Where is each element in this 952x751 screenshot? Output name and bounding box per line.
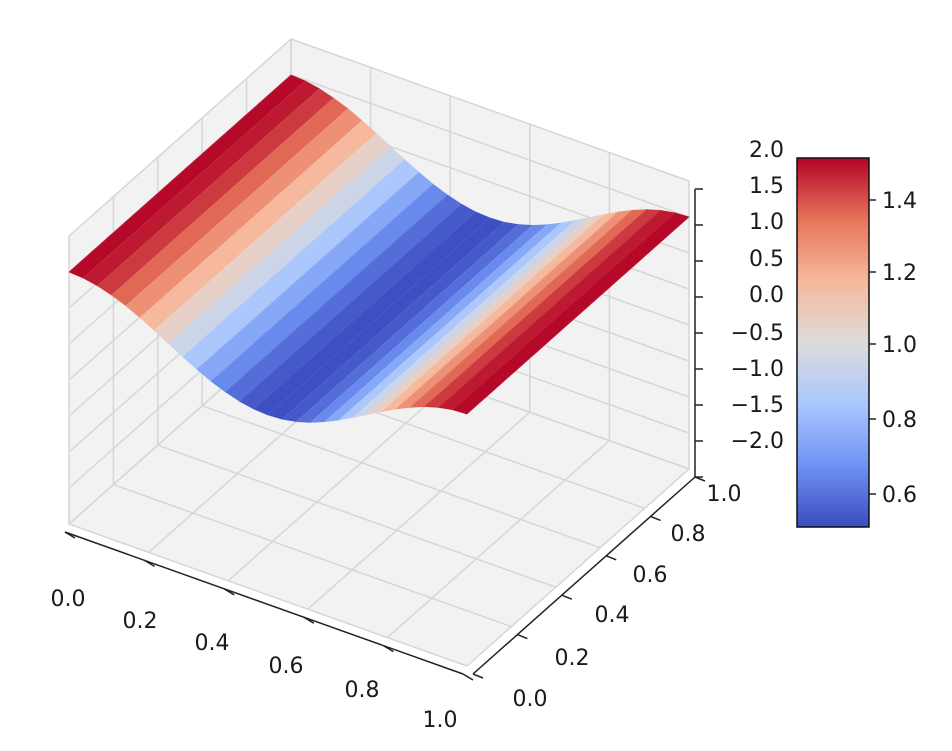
mesh-line [438, 210, 661, 408]
mesh-line [225, 194, 448, 393]
y-tick-label: 0.8 [671, 522, 706, 547]
z-tick-label: −1.5 [731, 393, 784, 418]
mesh-line [409, 210, 633, 408]
x-axis-tick [64, 531, 76, 539]
mesh-line [367, 217, 590, 415]
z-tick-label: −0.5 [731, 321, 784, 346]
mesh-line [296, 224, 519, 422]
surface-mesh [68, 74, 690, 423]
mesh-line [466, 216, 690, 415]
y-axis-line [472, 476, 696, 675]
y-tick-label: 0.2 [555, 646, 590, 671]
mesh-line [97, 88, 320, 286]
y-axis-tick [517, 633, 528, 640]
y-axis-tick [472, 673, 484, 679]
z-tick-label: 1.0 [749, 210, 784, 235]
mesh-line [281, 221, 505, 420]
colorbar-tick-label: 1.0 [882, 333, 917, 358]
x-tick-label: 0.0 [51, 587, 86, 612]
mesh-line [338, 222, 562, 421]
z-tick-label: 0.0 [749, 283, 784, 308]
colorbar [796, 157, 870, 528]
z-tick-label: −2.0 [731, 429, 784, 454]
x-tick-label: 0.4 [195, 631, 230, 656]
y-axis-tick-labels: 0.0 0.2 0.4 0.6 0.8 1.0 [513, 482, 742, 712]
mesh-line [267, 217, 491, 416]
x-axis-tick [462, 673, 474, 681]
y-axis-tick [650, 515, 661, 522]
colorbar-tick-label: 1.4 [882, 189, 917, 214]
mesh-line [111, 97, 334, 296]
x-tick-label: 0.2 [123, 609, 158, 634]
mesh-line [253, 211, 477, 410]
colorbar-tick-labels: 1.4 1.2 1.0 0.8 0.6 [882, 189, 917, 508]
x-axis-tick-labels: 0.0 0.2 0.4 0.6 0.8 1.0 [51, 587, 458, 733]
y-axis-tick [561, 594, 573, 600]
floor-pane [69, 327, 689, 666]
mesh-line [353, 220, 576, 418]
x-tick-label: 0.6 [269, 654, 304, 679]
mesh-line [310, 225, 533, 423]
colorbar-ticks [869, 199, 876, 495]
y-axis-tick [605, 555, 617, 561]
mesh-line [324, 224, 548, 422]
mesh-line [168, 146, 391, 344]
mesh-line [154, 133, 377, 331]
mesh-line [182, 159, 405, 357]
x-axis-tick [303, 616, 315, 624]
x-axis-line [64, 531, 464, 675]
mesh-line [452, 212, 676, 411]
z-tick-label: 2.0 [749, 138, 784, 163]
x-tick-label: 0.8 [345, 678, 380, 703]
mesh-line [239, 204, 462, 402]
mesh-line [82, 80, 306, 279]
mesh-line [395, 211, 619, 410]
colorbar-tick-label: 0.8 [882, 408, 917, 433]
mesh-line [196, 172, 420, 370]
x-axis-tick [144, 559, 155, 568]
z-tick-label: −1.0 [731, 357, 784, 382]
z-tick-label: 1.5 [749, 174, 784, 199]
x-axis-tick [223, 588, 235, 596]
y-tick-label: 0.4 [595, 603, 630, 628]
x-tick-label: 1.0 [423, 708, 458, 733]
mesh-line [125, 108, 349, 307]
y-tick-label: 0.6 [633, 563, 668, 588]
mesh-line [139, 120, 363, 318]
mesh-line [381, 214, 604, 412]
y-tick-label: 1.0 [707, 482, 742, 507]
colorbar-tick-label: 0.6 [882, 483, 917, 508]
x-axis-tick [383, 644, 394, 653]
mesh-line [424, 209, 647, 407]
axis-lines [64, 188, 706, 681]
surface-patch [452, 402, 476, 415]
y-tick-label: 0.0 [513, 687, 548, 712]
z-axis-tick-labels: 2.0 1.5 1.0 0.5 0.0 −0.5 −1.0 −1.5 −2.0 [731, 138, 784, 454]
grid-line [68, 38, 690, 237]
colorbar-tick-label: 1.2 [882, 261, 917, 286]
z-tick-label: 0.5 [749, 247, 784, 272]
mesh-line [210, 183, 434, 382]
mesh-line [68, 74, 292, 273]
